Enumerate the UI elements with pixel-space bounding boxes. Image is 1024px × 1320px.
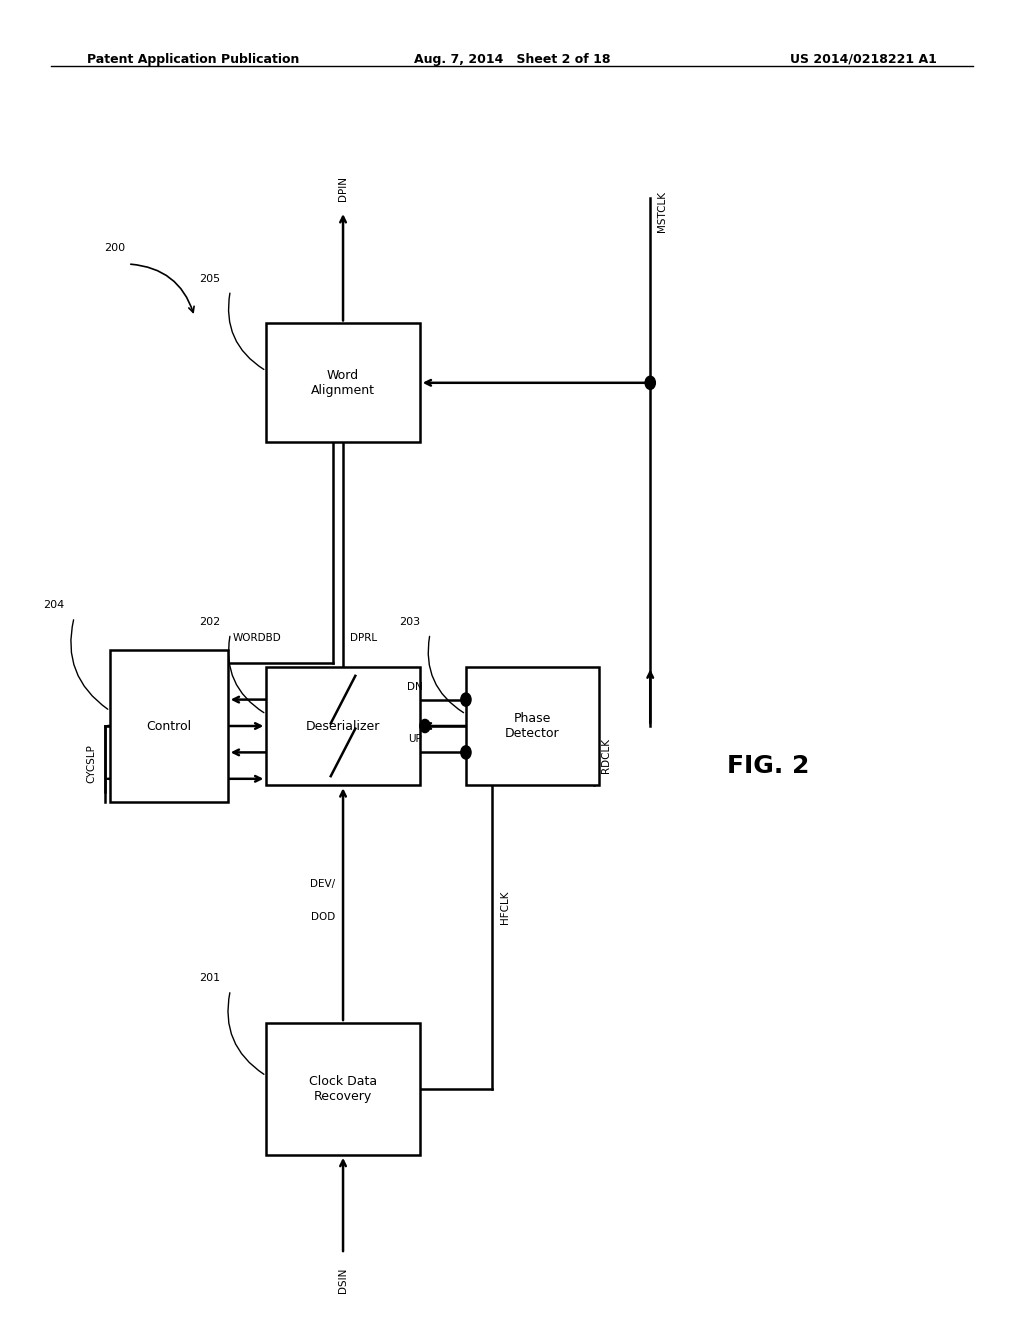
FancyBboxPatch shape — [266, 1023, 420, 1155]
Circle shape — [645, 376, 655, 389]
FancyBboxPatch shape — [266, 667, 420, 785]
Text: DPIN: DPIN — [338, 176, 348, 201]
Text: 200: 200 — [104, 243, 125, 253]
FancyBboxPatch shape — [466, 667, 599, 785]
Text: HFCLK: HFCLK — [500, 891, 510, 924]
Circle shape — [420, 719, 430, 733]
Text: CYCSLP: CYCSLP — [87, 744, 96, 783]
Text: RDCLK: RDCLK — [601, 738, 611, 774]
FancyBboxPatch shape — [111, 649, 228, 801]
Text: 204: 204 — [43, 601, 65, 610]
Text: 205: 205 — [199, 273, 220, 284]
Text: DN: DN — [407, 681, 423, 692]
Text: Clock Data
Recovery: Clock Data Recovery — [309, 1074, 377, 1104]
Text: Deserializer: Deserializer — [306, 719, 380, 733]
Text: 202: 202 — [199, 616, 220, 627]
Text: US 2014/0218221 A1: US 2014/0218221 A1 — [791, 53, 937, 66]
Circle shape — [461, 693, 471, 706]
Text: UP: UP — [408, 734, 422, 744]
Text: Control: Control — [146, 719, 191, 733]
Text: DPRL: DPRL — [350, 632, 377, 643]
Text: Aug. 7, 2014   Sheet 2 of 18: Aug. 7, 2014 Sheet 2 of 18 — [414, 53, 610, 66]
Text: DEV/: DEV/ — [309, 879, 335, 890]
Text: 201: 201 — [199, 973, 220, 983]
Text: Patent Application Publication: Patent Application Publication — [87, 53, 299, 66]
Text: Word
Alignment: Word Alignment — [311, 368, 375, 397]
Text: MSTCLK: MSTCLK — [657, 191, 668, 232]
Circle shape — [461, 746, 471, 759]
Text: 203: 203 — [398, 616, 420, 627]
Text: DSIN: DSIN — [338, 1267, 348, 1292]
Text: WORDBD: WORDBD — [233, 634, 282, 643]
Text: Phase
Detector: Phase Detector — [505, 711, 560, 741]
FancyBboxPatch shape — [266, 323, 420, 442]
Text: DOD: DOD — [310, 912, 335, 923]
Text: FIG. 2: FIG. 2 — [727, 754, 809, 777]
